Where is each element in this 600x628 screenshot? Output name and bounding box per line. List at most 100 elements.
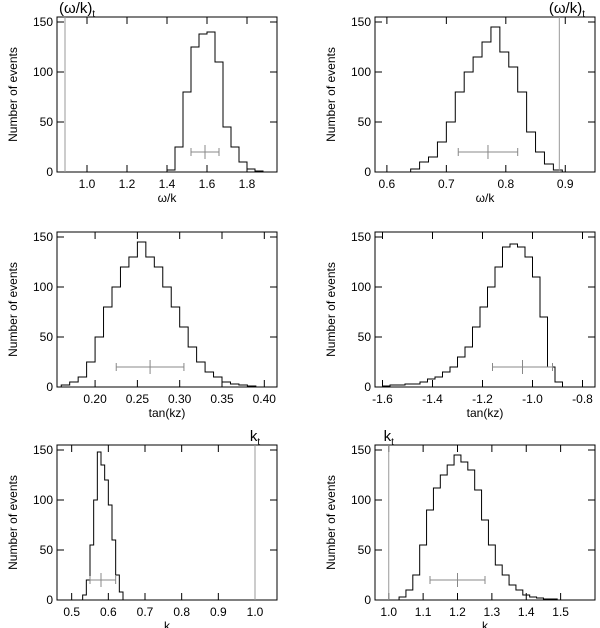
x-tick-label: 0.9 <box>557 177 574 191</box>
y-axis-label: Number of events <box>324 475 338 570</box>
true-value-subscript: t <box>391 437 394 448</box>
x-tick-label: 0.7 <box>137 605 154 619</box>
x-tick-label: 0.6 <box>100 605 117 619</box>
true-value-subscript: t <box>257 437 260 448</box>
y-tick-label: 50 <box>358 543 372 557</box>
x-tick-label: 0.9 <box>210 605 227 619</box>
histogram-steps <box>60 241 265 388</box>
x-tick-label: 1.2 <box>449 605 466 619</box>
x-tick-label: 0.35 <box>210 392 234 406</box>
x-tick-label: 1.2 <box>119 177 136 191</box>
x-tick-label: 0.6 <box>379 177 396 191</box>
x-tick-label: 0.8 <box>497 177 514 191</box>
true-value-label: (ω/k)t <box>549 0 585 20</box>
x-tick-label: 1.5 <box>552 605 569 619</box>
x-tick-label: 0.8 <box>173 605 190 619</box>
error-bar <box>492 360 553 374</box>
histogram-panel-2: 0.6 0.7 0.8 0.9 0 50 100 150 ω/k Number of events… <box>324 0 596 205</box>
x-axis-label: k <box>482 619 489 628</box>
y-tick-label: 150 <box>351 15 371 29</box>
x-tick-label: -1.6 <box>372 392 393 406</box>
x-axis-label: tan(kz) <box>149 406 186 420</box>
histogram-panel-3: 0.20 0.25 0.30 0.35 0.40 0 50 100 150 tan(kz) Numb… <box>6 230 278 420</box>
true-value-label: (ω/k)t <box>59 0 95 20</box>
error-bar <box>190 145 220 159</box>
y-tick-label: 150 <box>33 15 53 29</box>
y-tick-label: 0 <box>364 593 371 607</box>
true-value-subscript: t <box>582 9 585 20</box>
error-bar <box>89 573 117 587</box>
plot-frame <box>374 231 596 388</box>
x-axis-label: ω/k <box>476 191 496 205</box>
y-tick-label: 0 <box>364 380 371 394</box>
y-tick-label: 50 <box>40 115 54 129</box>
y-tick-label: 100 <box>33 493 53 507</box>
y-tick-label: 0 <box>364 165 371 179</box>
y-tick-label: 100 <box>351 65 371 79</box>
x-tick-label: -1.0 <box>522 392 543 406</box>
y-tick-label: 100 <box>351 493 371 507</box>
x-tick-label: 1.0 <box>247 605 264 619</box>
y-tick-label: 50 <box>358 330 372 344</box>
x-tick-label: -1.4 <box>422 392 443 406</box>
y-tick-label: 150 <box>351 443 371 457</box>
y-axis-label: Number of events <box>6 47 20 142</box>
y-tick-label: 0 <box>46 380 53 394</box>
x-tick-label: 1.8 <box>239 177 256 191</box>
histogram-steps <box>82 451 124 600</box>
y-axis-label: Number of events <box>6 475 20 570</box>
y-axis-label: Number of events <box>6 262 20 357</box>
error-bar <box>457 145 519 159</box>
y-tick-label: 50 <box>40 543 54 557</box>
x-tick-label: 0.7 <box>438 177 455 191</box>
x-axis-label: tan(kz) <box>467 406 504 420</box>
y-axis-label: Number of events <box>324 262 338 357</box>
y-tick-label: 50 <box>358 115 372 129</box>
x-tick-label: 0.30 <box>168 392 192 406</box>
true-value-label: kt <box>250 428 261 448</box>
x-tick-label: 0.40 <box>253 392 277 406</box>
x-tick-label: 1.4 <box>159 177 176 191</box>
x-tick-label: 1.0 <box>380 605 397 619</box>
y-tick-label: 100 <box>33 280 53 294</box>
histogram-steps <box>382 243 563 387</box>
y-tick-label: 0 <box>46 593 53 607</box>
true-value-subscript: t <box>92 9 95 20</box>
histogram-steps <box>166 31 264 172</box>
histogram-steps <box>398 454 558 600</box>
histogram-panel-5: 0.5 0.6 0.7 0.8 0.9 1.0 0 50 100 150 k Number of ev… <box>6 428 278 628</box>
y-tick-label: 100 <box>33 65 53 79</box>
x-tick-label: -1.2 <box>472 392 493 406</box>
y-tick-label: 150 <box>351 230 371 244</box>
x-tick-label: 0.25 <box>126 392 150 406</box>
x-tick-label: 0.5 <box>63 605 80 619</box>
plot-frame <box>374 16 596 173</box>
y-tick-label: 100 <box>351 280 371 294</box>
x-axis-label: k <box>164 619 171 628</box>
x-tick-label: 1.4 <box>518 605 535 619</box>
y-tick-label: 0 <box>46 165 53 179</box>
y-axis-label: Number of events <box>324 47 338 142</box>
x-axis-label: ω/k <box>158 191 178 205</box>
plot-frame <box>56 444 278 601</box>
x-tick-label: 1.6 <box>199 177 216 191</box>
error-bar <box>115 360 185 374</box>
plot-frame <box>56 16 278 173</box>
x-tick-label: 1.1 <box>415 605 432 619</box>
x-tick-label: 1.3 <box>484 605 501 619</box>
y-tick-label: 150 <box>33 230 53 244</box>
y-tick-label: 50 <box>40 330 54 344</box>
y-tick-label: 150 <box>33 443 53 457</box>
plot-frame <box>374 444 596 601</box>
histogram-panel-4: -1.6 -1.4 -1.2 -1.0 -0.8 0 50 100 150 tan(kz) Numb… <box>324 230 596 420</box>
x-tick-label: -0.8 <box>572 392 593 406</box>
histogram-panel-6: 1.0 1.1 1.2 1.3 1.4 1.5 0 50 100 150 k Number of ev… <box>324 428 596 628</box>
error-bar <box>429 573 486 587</box>
plot-frame <box>56 231 278 388</box>
histogram-steps <box>410 26 563 172</box>
x-tick-label: 1.0 <box>79 177 96 191</box>
histogram-panel-1: 1.0 1.2 1.4 1.6 1.8 0 50 100 150 ω/k Number of eve… <box>6 0 278 205</box>
true-value-label: kt <box>384 428 395 448</box>
x-tick-label: 0.20 <box>83 392 107 406</box>
